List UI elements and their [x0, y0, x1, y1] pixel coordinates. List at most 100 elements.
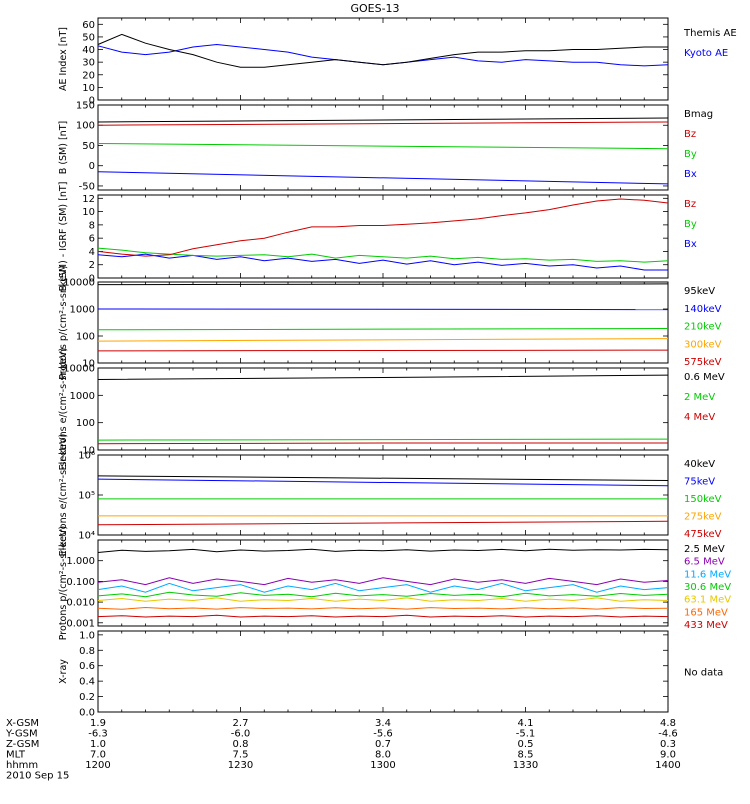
- legend-entry-4-4: 300keV: [684, 339, 722, 350]
- legend-entry-7-4: 30.6 MeV: [684, 582, 731, 593]
- series-line-6-1: [97, 520, 669, 526]
- series-line-1-2: [97, 33, 668, 68]
- series-line-7-5: [97, 582, 669, 593]
- legend-entry-7-2: 6.5 MeV: [684, 557, 725, 568]
- y-tick-label: 0.001: [66, 618, 95, 629]
- axis-row-value: 9.0: [660, 750, 676, 761]
- axis-row-value: -5.6: [373, 729, 393, 740]
- y-axis-label-4: Protons p/(cm²-s-sr-keV): [58, 265, 69, 380]
- y-tick-label: 1000: [70, 391, 95, 402]
- series-line-6-4: [97, 478, 669, 487]
- axis-row-value: 1330: [513, 760, 538, 771]
- panel-frame-8: [97, 630, 669, 713]
- y-tick-label: 10: [82, 446, 95, 457]
- axis-row-label-x-gsm: X-GSM: [6, 718, 39, 729]
- y-tick-label: 1.0: [79, 630, 95, 641]
- legend-entry-7-6: 165 MeV: [684, 607, 728, 618]
- series-line-7-1: [97, 614, 669, 618]
- series-line-2-2: [97, 143, 669, 150]
- legend-entry-2-2: Bz: [684, 129, 696, 140]
- legend-entry-5-2: 2 MeV: [684, 392, 715, 403]
- y-tick-label: 100: [76, 332, 95, 343]
- y-tick-label: 1000: [70, 305, 95, 316]
- axis-row-label-mlt: MLT: [6, 750, 26, 761]
- legend-entry-4-1: 95keV: [684, 286, 715, 297]
- legend-entry-3-2: By: [684, 219, 697, 230]
- no-data-note: No data: [684, 668, 723, 679]
- legend-entry-2-1: Bmag: [684, 109, 713, 120]
- legend-entry-7-7: 433 MeV: [684, 620, 728, 631]
- series-line-2-4: [97, 117, 669, 123]
- y-tick-label: 10: [82, 207, 95, 218]
- y-tick-label: 100: [76, 418, 95, 429]
- legend-entry-4-3: 210keV: [684, 322, 722, 333]
- legend-entry-5-3: 4 MeV: [684, 412, 715, 423]
- series-line-6-5: [97, 475, 669, 481]
- series-line-4-5: [97, 283, 669, 286]
- series-line-4-1: [97, 349, 669, 352]
- y-axis-label-5: Electrons e/(cm²-s-sr-keV): [58, 348, 69, 471]
- legend-entry-7-5: 63.1 MeV: [684, 595, 731, 606]
- y-tick-label: 0.010: [66, 598, 95, 609]
- y-tick-label: 1.000: [66, 556, 95, 567]
- y-tick-label: 4: [89, 247, 95, 258]
- axis-row-value: 0.8: [233, 739, 249, 750]
- y-axis-label-3: B (SM) - IGRF (SM) [nT]: [58, 182, 69, 292]
- series-line-5-1: [97, 442, 668, 445]
- y-tick-label: 50: [82, 32, 95, 43]
- legend-entry-3-3: Bx: [684, 239, 697, 250]
- series-line-7-6: [97, 577, 669, 586]
- y-tick-label: 0.100: [66, 577, 95, 588]
- panel-frame-5: [97, 367, 669, 451]
- axis-row-value: 1.0: [90, 739, 106, 750]
- legend-entry-6-4: 275keV: [684, 512, 722, 523]
- y-tick-label: 150: [76, 101, 95, 112]
- y-tick-label: 0.8: [79, 646, 95, 657]
- y-tick-label: 10: [82, 83, 95, 94]
- y-tick-label: 30: [82, 58, 95, 69]
- y-tick-label: 6: [89, 234, 95, 245]
- axis-row-value: 1400: [655, 760, 680, 771]
- y-tick-label: 12: [82, 194, 95, 205]
- plot-title: GOES-13: [350, 2, 399, 15]
- legend-entry-6-1: 40keV: [684, 459, 715, 470]
- axis-row-value: 3.4: [375, 718, 391, 729]
- y-tick-label: 50: [82, 141, 95, 152]
- series-line-5-2: [97, 438, 669, 441]
- legend-entry-1-2: Kyoto AE: [684, 48, 728, 59]
- y-tick-label: 40: [82, 45, 95, 56]
- y-tick-label: 10: [82, 359, 95, 370]
- axis-row-value: 8.0: [375, 750, 391, 761]
- series-line-4-2: [97, 338, 669, 342]
- y-axis-label-1: AE Index [nT]: [58, 27, 69, 91]
- legend-entry-4-5: 575keV: [684, 357, 722, 368]
- axis-row-value: -6.3: [88, 729, 108, 740]
- series-line-7-2: [97, 606, 669, 610]
- y-tick-label: 100: [76, 121, 95, 132]
- y-axis-label-8: X-ray: [58, 659, 69, 684]
- legend-entry-5-1: 0.6 MeV: [684, 372, 725, 383]
- legend-entry-1-1: Themis AE: [683, 28, 737, 39]
- axis-row-value: 1300: [370, 760, 395, 771]
- axis-row-value: 0.7: [375, 739, 391, 750]
- axis-row-value: 0.3: [660, 739, 676, 750]
- axis-row-value: 1.9: [90, 718, 106, 729]
- y-tick-label: 0: [89, 96, 95, 107]
- series-line-3-2: [97, 247, 669, 263]
- y-tick-label: 60: [82, 20, 95, 31]
- series-line-2-3: [97, 121, 669, 126]
- y-tick-label: 10000: [63, 278, 95, 289]
- y-tick-label: 0: [89, 161, 95, 172]
- axis-row-value: 4.1: [518, 718, 534, 729]
- series-line-4-3: [97, 328, 669, 331]
- y-axis-label-6: Electrons e/(cm²-s-sr-keV): [58, 434, 69, 557]
- legend-entry-6-5: 475keV: [684, 529, 722, 540]
- y-tick-label: 0.2: [79, 692, 95, 703]
- plot-date: 2010 Sep 15: [6, 771, 69, 782]
- y-tick-label: 2: [89, 260, 95, 271]
- y-tick-label: -50: [79, 181, 95, 192]
- legend-entry-2-3: By: [684, 149, 697, 160]
- legend-entry-7-3: 11.6 MeV: [684, 569, 731, 580]
- y-axis-label-2: B (SM) [nT]: [58, 121, 69, 174]
